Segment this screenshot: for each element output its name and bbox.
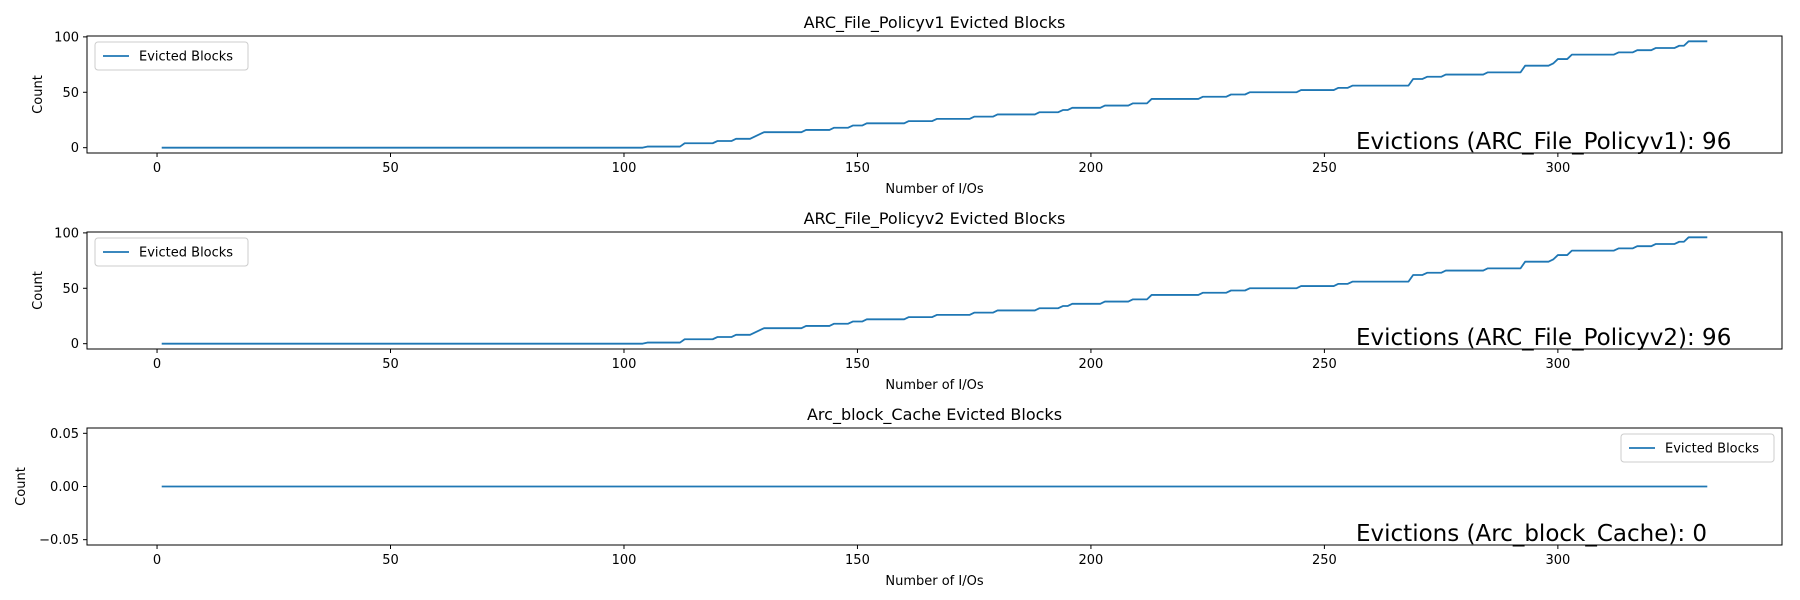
y-tick-label: 50 — [62, 282, 79, 297]
x-axis-label: Number of I/Os — [885, 182, 983, 197]
legend: Evicted Blocks — [94, 41, 249, 71]
y-tick-label: 0 — [71, 141, 79, 156]
x-tick-label: 150 — [845, 553, 870, 568]
x-tick-label: 200 — [1079, 357, 1104, 372]
chart-panel-3: Arc_block_Cache Evicted Blocks 0 50 100 150 2… — [14, 405, 1783, 589]
evictions-annotation: Evictions (ARC_File_Policyv2): 96 — [1356, 325, 1731, 351]
x-tick-label: 0 — [153, 161, 161, 176]
chart-title: ARC_File_Policyv2 Evicted Blocks — [804, 209, 1066, 229]
x-tick-label: 100 — [612, 553, 637, 568]
legend: Evicted Blocks — [1620, 433, 1775, 463]
x-axis-label: Number of I/Os — [885, 378, 983, 393]
x-tick-label: 50 — [382, 357, 399, 372]
x-tick-label: 150 — [845, 357, 870, 372]
y-tick-label: 50 — [62, 86, 79, 101]
y-tick-label: 100 — [54, 30, 79, 45]
legend-box — [1620, 433, 1775, 463]
x-axis-label: Number of I/Os — [885, 574, 983, 589]
x-tick-label: 250 — [1312, 357, 1337, 372]
x-tick-label: 300 — [1545, 161, 1570, 176]
x-tick-label: 250 — [1312, 161, 1337, 176]
x-tick-label: 0 — [153, 553, 161, 568]
plot-frame — [86, 35, 1783, 154]
y-axis-label: Count — [31, 271, 46, 310]
x-tick-label: 50 — [382, 553, 399, 568]
y-tick-label: 0 — [71, 337, 79, 352]
legend-label: Evicted Blocks — [139, 246, 233, 261]
x-tick-label: 50 — [382, 161, 399, 176]
x-tick-label: 100 — [612, 161, 637, 176]
x-tick-label: 300 — [1545, 357, 1570, 372]
y-tick-label: 0.00 — [50, 480, 79, 495]
y-tick-label: 100 — [54, 226, 79, 241]
x-tick-label: 250 — [1312, 553, 1337, 568]
legend: Evicted Blocks — [94, 237, 249, 267]
legend-box — [94, 237, 249, 267]
series-line-1 — [161, 40, 1708, 149]
legend-label: Evicted Blocks — [1665, 442, 1759, 457]
x-tick-label: 200 — [1079, 161, 1104, 176]
chart-panel-1: ARC_File_Policyv1 Evicted Blocks 0 50 100 15… — [31, 13, 1783, 197]
chart-panel-2: ARC_File_Policyv2 Evicted Blocks 0 50 100 15… — [31, 209, 1783, 393]
evictions-annotation: Evictions (Arc_block_Cache): 0 — [1356, 521, 1707, 547]
chart-title: Arc_block_Cache Evicted Blocks — [807, 405, 1062, 425]
x-tick-label: 150 — [845, 161, 870, 176]
chart-title: ARC_File_Policyv1 Evicted Blocks — [804, 13, 1066, 33]
legend-box — [94, 41, 249, 71]
y-axis-label: Count — [14, 467, 29, 506]
y-axis-label: Count — [31, 75, 46, 114]
y-tick-label: −0.05 — [39, 533, 79, 548]
plot-frame — [86, 231, 1783, 350]
series-line-1 — [161, 236, 1708, 345]
evictions-annotation: Evictions (ARC_File_Policyv1): 96 — [1356, 129, 1731, 155]
x-tick-label: 200 — [1079, 553, 1104, 568]
x-tick-label: 0 — [153, 357, 161, 372]
y-tick-label: 0.05 — [50, 427, 79, 442]
x-tick-label: 100 — [612, 357, 637, 372]
legend-label: Evicted Blocks — [139, 50, 233, 65]
x-tick-label: 300 — [1545, 553, 1570, 568]
